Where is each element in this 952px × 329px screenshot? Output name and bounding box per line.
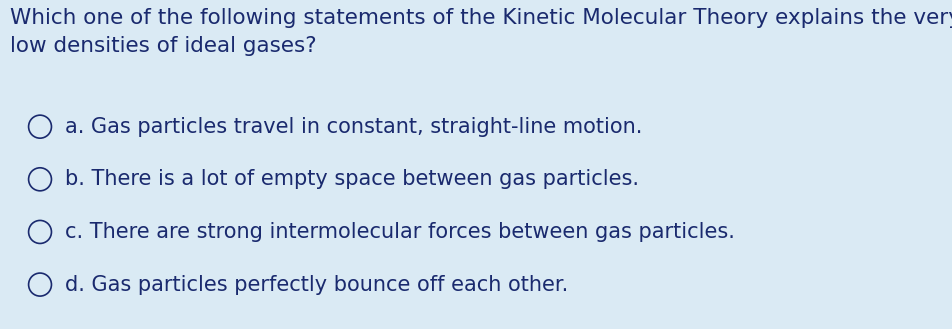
- Text: d. Gas particles perfectly bounce off each other.: d. Gas particles perfectly bounce off ea…: [65, 275, 567, 294]
- Text: Which one of the following statements of the Kinetic Molecular Theory explains t: Which one of the following statements of…: [10, 8, 952, 56]
- Text: b. There is a lot of empty space between gas particles.: b. There is a lot of empty space between…: [65, 169, 638, 189]
- Text: c. There are strong intermolecular forces between gas particles.: c. There are strong intermolecular force…: [65, 222, 734, 242]
- Text: a. Gas particles travel in constant, straight-line motion.: a. Gas particles travel in constant, str…: [65, 117, 642, 137]
